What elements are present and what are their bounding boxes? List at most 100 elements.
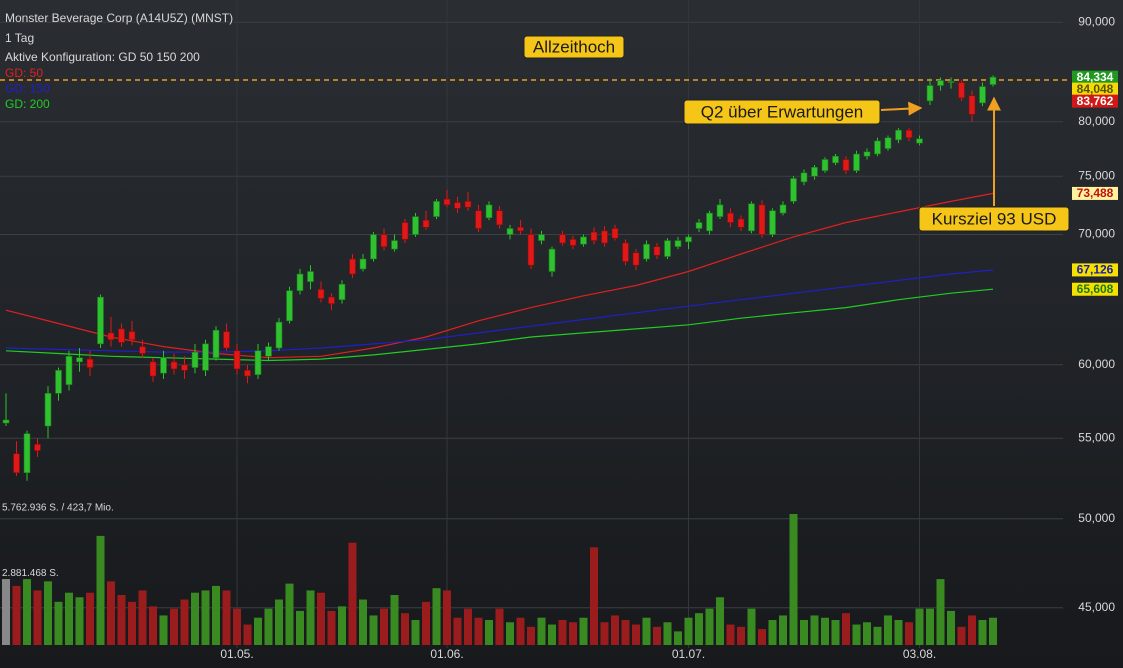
candle-body [758, 204, 766, 235]
candle-body [548, 248, 556, 272]
volume-bar [863, 622, 871, 645]
volume-bar [138, 590, 147, 645]
price-label: 67,126 [1077, 263, 1114, 277]
volume-tick-label: 2.881.468 S. [2, 568, 59, 579]
annotation-q2: Q2 über Erwartungen [683, 99, 923, 125]
volume-bar [348, 542, 357, 645]
x-tick-label: 01.06. [430, 647, 463, 661]
candle-body [223, 331, 230, 349]
volume-bar [2, 579, 10, 645]
volume-bar [296, 610, 304, 645]
candle-body [191, 351, 199, 368]
price-label-box [1072, 263, 1118, 277]
volume-bar [516, 617, 525, 645]
candle-body [244, 370, 251, 377]
candle-body [790, 178, 797, 202]
price-label-box [1072, 94, 1118, 108]
volume-bar [905, 622, 913, 645]
candle-body [34, 444, 41, 451]
volume-bar [170, 608, 178, 645]
price-label: 84,334 [1077, 70, 1114, 84]
y-tick-label: 70,000 [1078, 227, 1115, 241]
candle-body [601, 230, 608, 244]
volume-bar [432, 588, 441, 645]
candle-body [212, 329, 220, 359]
candle-body [926, 85, 934, 102]
volume-bar [737, 626, 745, 645]
x-tick-label: 01.05. [220, 647, 253, 661]
candle-body [517, 226, 524, 232]
candle-body [590, 231, 598, 241]
volume-bar [957, 626, 966, 645]
volume-bar [558, 619, 567, 645]
candle-body [496, 210, 503, 226]
x-tick-label: 01.07. [672, 647, 705, 661]
candle-body [422, 219, 430, 228]
price-label: 84,048 [1077, 82, 1114, 96]
y-tick-label: 80,000 [1078, 114, 1115, 128]
volume-bar [684, 617, 693, 645]
volume-bar [474, 617, 483, 645]
volume-bar [810, 615, 819, 645]
candle-body [863, 151, 871, 157]
candle-body [485, 204, 493, 219]
candle-body [779, 204, 787, 214]
volume-bar [548, 624, 556, 645]
volume-bar [201, 590, 210, 645]
volume-bar [632, 624, 640, 645]
annotation-allzeithoch: Allzeithoch [523, 35, 625, 59]
annotation-box [523, 35, 625, 59]
candle-body [328, 296, 335, 304]
volume-bar [821, 617, 829, 645]
candle-body [118, 328, 125, 343]
volume-bar [443, 590, 451, 645]
candle-body [622, 242, 629, 262]
volume-bar [936, 579, 945, 645]
volume-bar [842, 613, 850, 645]
candle-body [916, 138, 923, 144]
candle-body [653, 246, 661, 256]
candle-body [580, 236, 587, 245]
price-label: 73,488 [1077, 186, 1114, 200]
candle-body [275, 321, 283, 349]
price-label-box [1072, 70, 1118, 84]
volume-bar [65, 592, 73, 645]
candle-body [884, 137, 892, 149]
volume-bar [191, 592, 199, 645]
volume-bar [705, 608, 714, 645]
candle-body [13, 453, 20, 473]
volume-bar [852, 624, 861, 645]
volume-bar [800, 619, 808, 645]
volume-bar [86, 592, 94, 645]
candle-body [55, 370, 62, 394]
volume-bar [212, 585, 220, 645]
candle-body [706, 212, 713, 232]
candle-body [748, 203, 755, 232]
candle-body [433, 201, 440, 217]
candle-body [716, 204, 724, 217]
candle-body [380, 234, 388, 247]
volume-bar [54, 601, 63, 645]
legend-entry: GD: 200 [5, 97, 50, 111]
candle-body [632, 252, 640, 266]
candle-body [695, 222, 703, 229]
candle-body [895, 129, 902, 141]
subtitle: 1 Tag [5, 31, 34, 45]
candle-body [181, 364, 188, 371]
candle-body [947, 81, 955, 83]
candle-body [2, 419, 10, 424]
volume-bar [831, 619, 840, 645]
volume-bar [306, 590, 315, 645]
annotation-box [918, 206, 1070, 232]
legend-entry: GD: 150 [5, 82, 50, 96]
volume-bar [180, 599, 189, 645]
candle-body [97, 296, 104, 345]
candle-body [968, 95, 976, 115]
candle-body [643, 243, 650, 260]
candle-body [811, 166, 818, 177]
volume-bar [264, 608, 273, 645]
volume-bar [537, 617, 546, 645]
candle-body [559, 234, 566, 244]
